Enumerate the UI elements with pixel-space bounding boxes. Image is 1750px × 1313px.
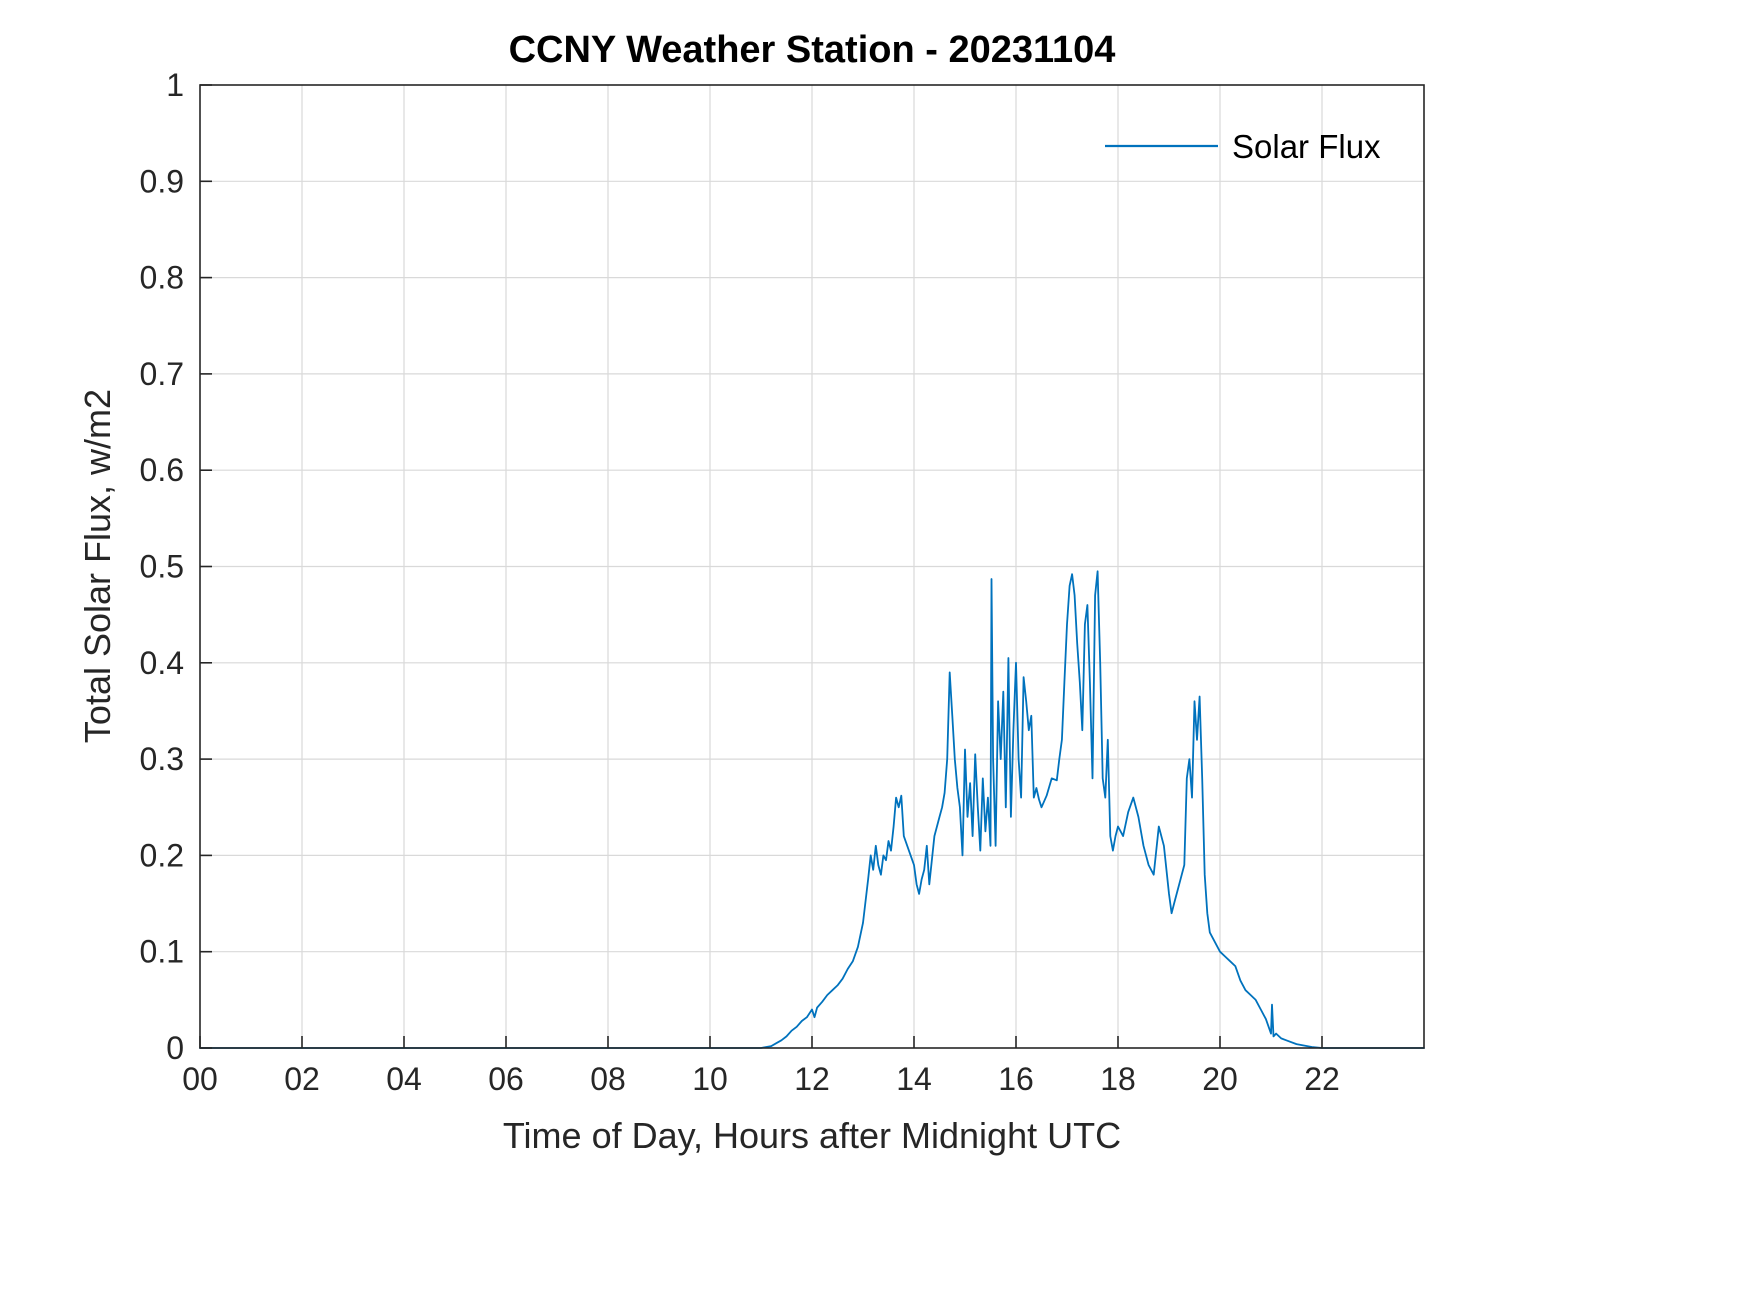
y-tick-label: 0.1 <box>140 934 184 970</box>
x-tick-label: 16 <box>998 1061 1034 1097</box>
solar-flux-line <box>199 570 1425 1049</box>
x-tick-label: 06 <box>488 1061 524 1097</box>
x-tick-label: 04 <box>386 1061 422 1097</box>
chart-title: CCNY Weather Station - 20231104 <box>509 29 1116 71</box>
x-axis-label: Time of Day, Hours after Midnight UTC <box>503 1115 1121 1156</box>
x-tick-label: 22 <box>1304 1061 1340 1097</box>
y-tick-label: 0.5 <box>140 549 184 585</box>
y-tick-label: 0.4 <box>140 645 184 681</box>
y-axis-label: Total Solar Flux, w/m2 <box>77 389 118 743</box>
y-tick-label: 1 <box>166 67 184 103</box>
y-tick-label: 0.7 <box>140 356 184 392</box>
legend: Solar Flux <box>1105 128 1381 165</box>
x-tick-label: 02 <box>284 1061 320 1097</box>
y-tick-label: 0 <box>166 1030 184 1066</box>
y-tick-label: 0.3 <box>140 741 184 777</box>
y-tick-label: 0.8 <box>140 260 184 296</box>
y-tick-label: 0.6 <box>140 452 184 488</box>
x-tick-label: 18 <box>1100 1061 1136 1097</box>
y-tick-label: 0.9 <box>140 163 184 199</box>
x-tick-label: 10 <box>692 1061 728 1097</box>
grid-lines <box>200 85 1424 1048</box>
x-tick-label: 08 <box>590 1061 626 1097</box>
x-tick-label: 00 <box>182 1061 218 1097</box>
legend-entry-label: Solar Flux <box>1232 128 1381 165</box>
x-tick-label: 20 <box>1202 1061 1238 1097</box>
tick-labels-layer: 00 02 04 06 08 10 12 14 16 18 20 22 0 0.1 0.2 0.3 0.4 0.5… <box>140 67 1340 1097</box>
y-tick-label: 0.2 <box>140 837 184 873</box>
tick-marks-layer <box>199 84 1323 1049</box>
x-tick-label: 12 <box>794 1061 830 1097</box>
data-series-layer <box>199 570 1425 1049</box>
x-tick-label: 14 <box>896 1061 932 1097</box>
